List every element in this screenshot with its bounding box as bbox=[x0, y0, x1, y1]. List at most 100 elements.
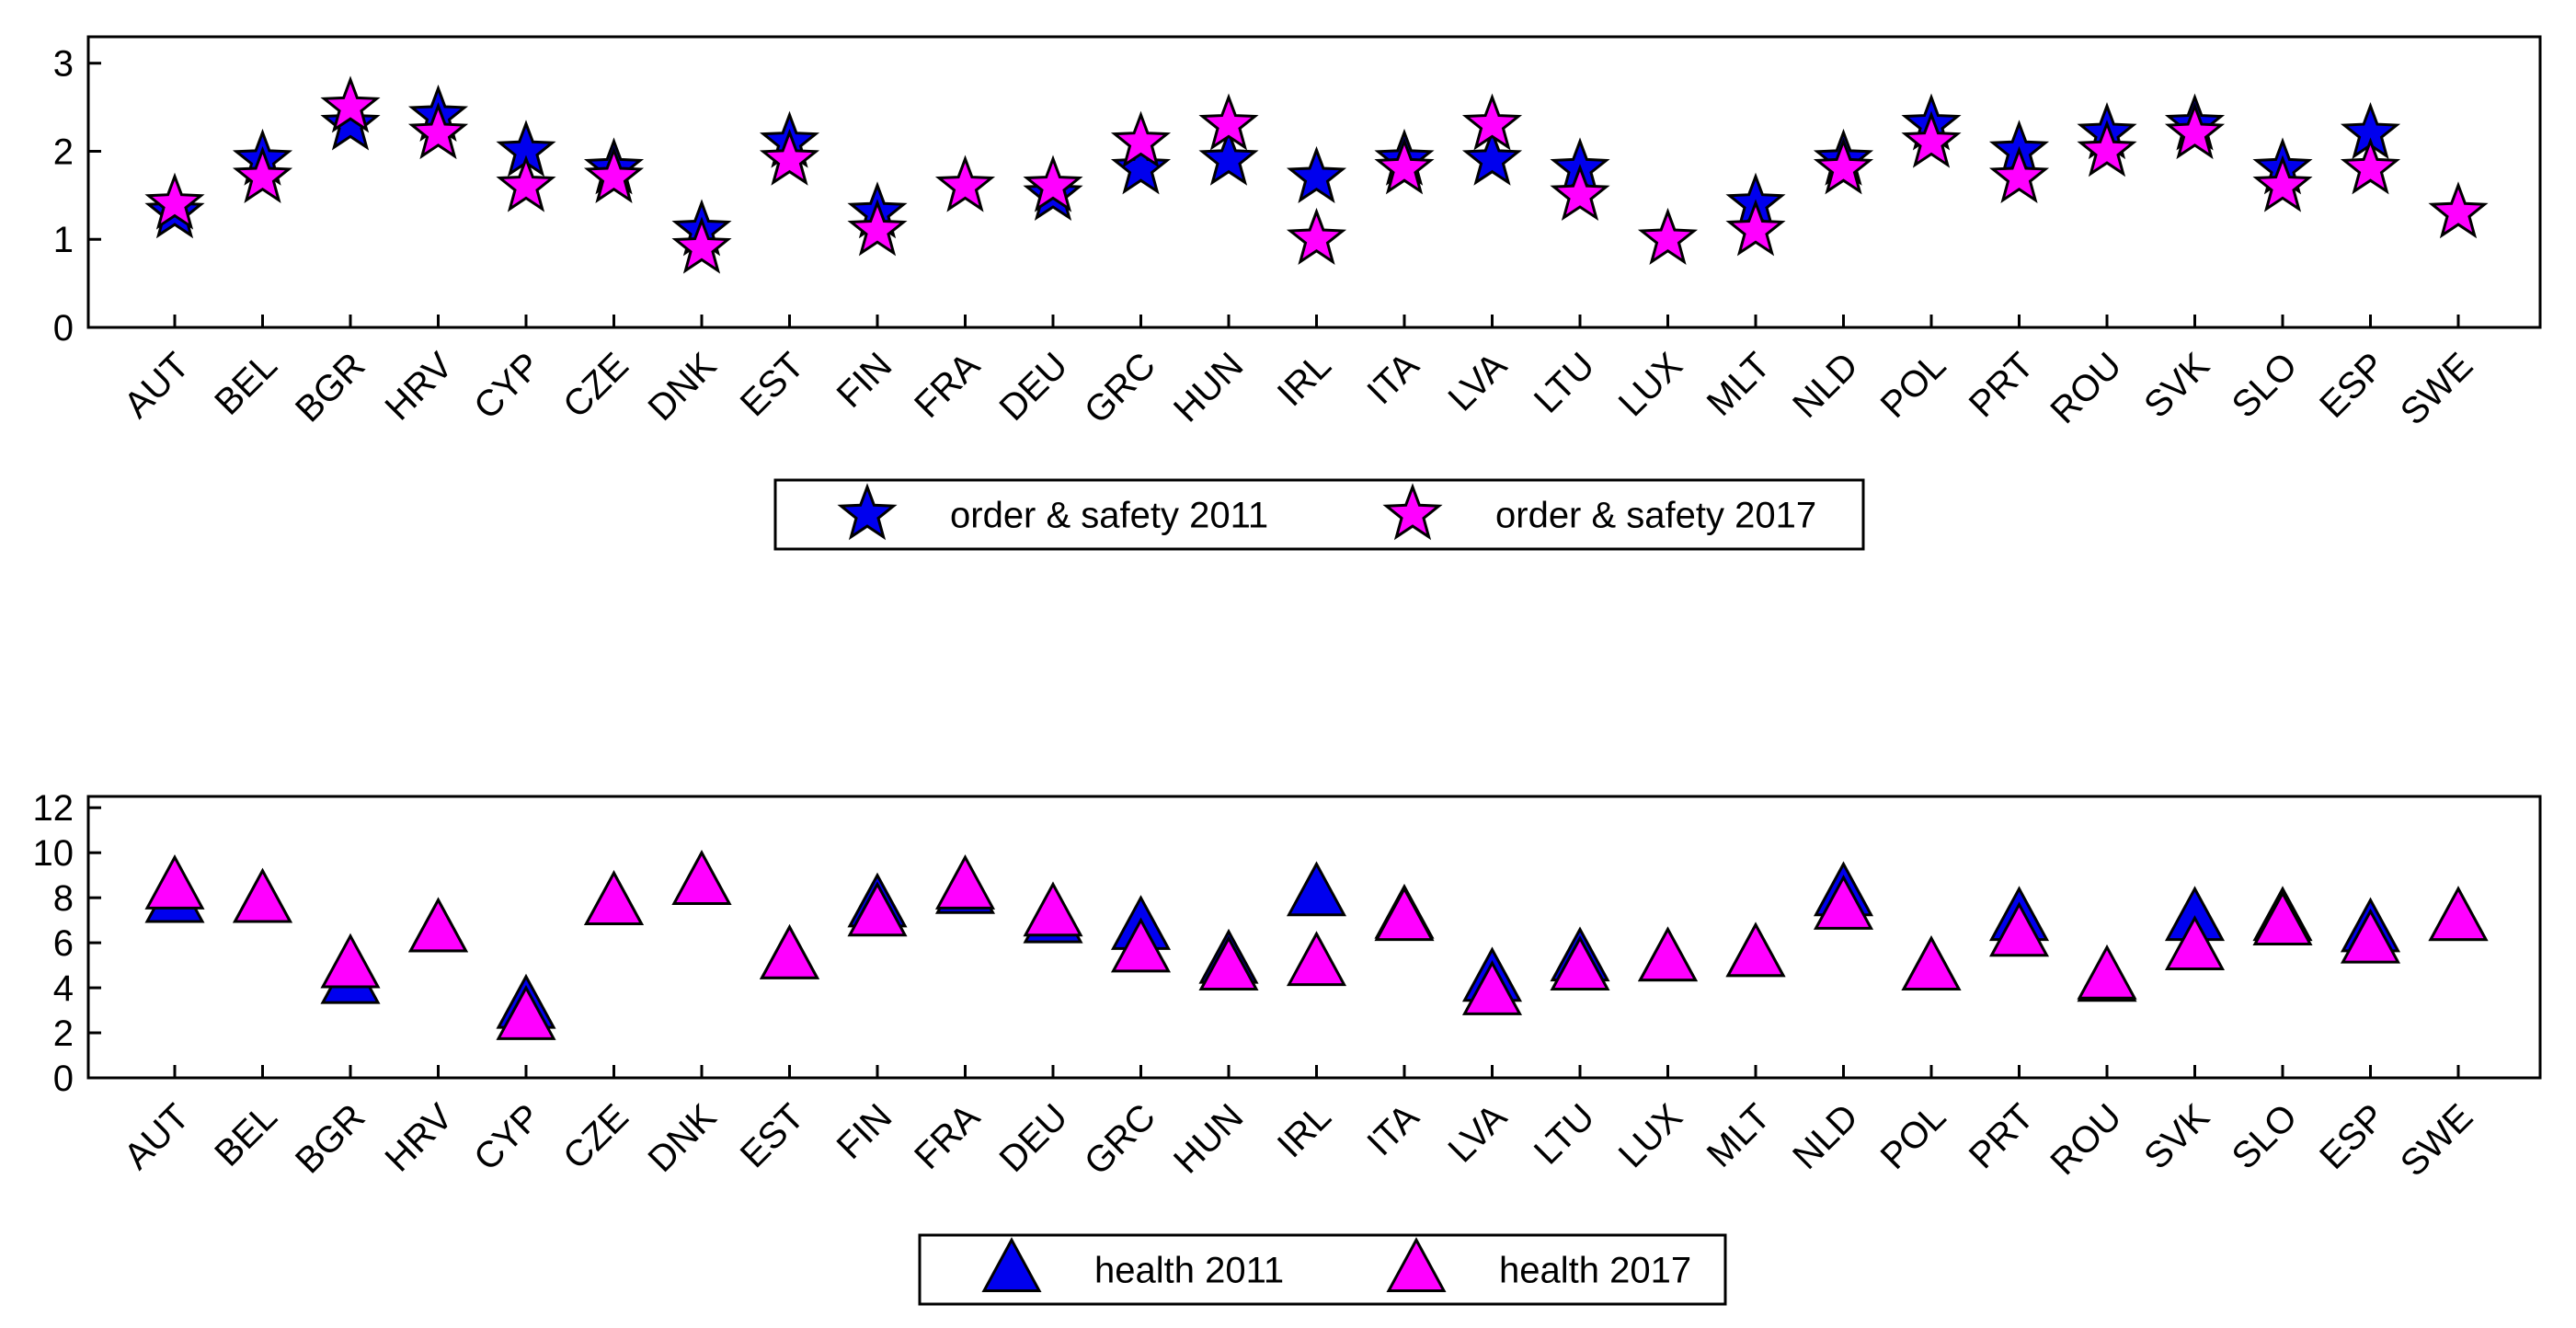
x-tick-label: CYP bbox=[466, 1096, 548, 1178]
y-tick-label: 0 bbox=[53, 1059, 74, 1099]
data-point bbox=[2428, 886, 2489, 942]
x-tick-label: PRT bbox=[1962, 345, 2042, 425]
data-point bbox=[1110, 137, 1172, 195]
data-point bbox=[934, 854, 996, 910]
y-tick-label: 8 bbox=[53, 878, 74, 919]
x-tick-label: EST bbox=[733, 1096, 812, 1175]
data-point bbox=[1988, 901, 2050, 957]
data-point bbox=[1286, 931, 1347, 987]
data-point bbox=[2340, 908, 2401, 964]
x-tick-label: FRA bbox=[907, 1096, 988, 1177]
x-tick-label: GRC bbox=[1077, 345, 1163, 431]
x-tick-label: MLT bbox=[1700, 345, 1779, 424]
x-tick-label: SWE bbox=[2393, 1096, 2481, 1185]
legend-label: health 2011 bbox=[1094, 1251, 1284, 1291]
x-tick-label: HUN bbox=[1166, 345, 1251, 429]
x-tick-label: SWE bbox=[2393, 345, 2481, 433]
x-tick-label: SVK bbox=[2136, 1096, 2217, 1177]
data-point bbox=[2340, 137, 2401, 195]
data-point bbox=[1725, 922, 1786, 978]
x-tick-label: LVA bbox=[1440, 345, 1515, 419]
data-point bbox=[232, 867, 293, 923]
x-tick-label: DNK bbox=[641, 1096, 725, 1180]
x-tick-label: POL bbox=[1873, 1096, 1954, 1177]
series-second bbox=[144, 75, 2489, 274]
x-tick-label: BGR bbox=[288, 345, 372, 429]
data-point bbox=[671, 216, 732, 274]
legend-marker bbox=[981, 1237, 1042, 1292]
x-tick-label: ITA bbox=[1359, 1096, 1426, 1163]
x-tick-label: LUX bbox=[1611, 1096, 1690, 1175]
y-tick-label: 4 bbox=[53, 968, 74, 1009]
x-tick-label: ROU bbox=[2043, 345, 2129, 431]
data-point bbox=[1813, 137, 1874, 195]
data-point bbox=[1110, 917, 1172, 973]
data-point bbox=[759, 923, 820, 979]
data-point bbox=[2252, 890, 2313, 946]
legend-label: order & safety 2011 bbox=[950, 496, 1268, 536]
data-point bbox=[671, 850, 732, 905]
data-point bbox=[1023, 155, 1083, 212]
data-point bbox=[1286, 207, 1347, 265]
x-tick-label: LUX bbox=[1611, 345, 1690, 424]
data-point bbox=[1901, 110, 1962, 168]
data-point bbox=[934, 155, 996, 212]
x-tick-label: IRL bbox=[1270, 1096, 1339, 1165]
data-point bbox=[1286, 145, 1347, 203]
order-safety-chart: 0 1 2 3 AUT BEL BGR HRV CYP CZE DNK EST FIN FRA DEU GRC… bbox=[53, 35, 2542, 551]
data-point bbox=[1461, 960, 1523, 1015]
data-point bbox=[847, 881, 908, 937]
data-point bbox=[1637, 207, 1699, 265]
x-tick-label: GRC bbox=[1077, 1096, 1163, 1183]
data-point bbox=[1550, 935, 1610, 990]
x-tick-label: ITA bbox=[1359, 345, 1426, 412]
data-point bbox=[1374, 137, 1435, 195]
data-point bbox=[407, 102, 469, 160]
data-point bbox=[847, 199, 908, 257]
legend: order & safety 2011 order & safety 2017 bbox=[773, 478, 1865, 551]
data-point bbox=[1637, 926, 1699, 982]
x-tick-label: ROU bbox=[2043, 1096, 2129, 1183]
y-tick-label: 0 bbox=[53, 308, 74, 349]
x-tick-label: EST bbox=[733, 345, 812, 424]
x-tick-label: DEU bbox=[992, 1096, 1076, 1180]
x-tick-label: AUT bbox=[117, 1096, 198, 1177]
x-tick-label: ESP bbox=[2312, 1096, 2393, 1177]
x-tick-label: MLT bbox=[1700, 1096, 1779, 1175]
data-point bbox=[2077, 944, 2137, 1000]
x-tick-label: LTU bbox=[1527, 1096, 1602, 1172]
data-point bbox=[2428, 181, 2489, 239]
data-point bbox=[1988, 145, 2050, 203]
data-point bbox=[320, 75, 381, 133]
data-point bbox=[144, 854, 205, 910]
x-tick-label: CYP bbox=[466, 345, 548, 427]
x-tick-label: POL bbox=[1873, 345, 1954, 426]
data-point bbox=[1725, 199, 1786, 257]
legend-label: health 2017 bbox=[1499, 1251, 1691, 1291]
x-tick-label: BEL bbox=[207, 1096, 285, 1174]
legend-box bbox=[918, 1233, 1727, 1306]
data-point bbox=[1198, 128, 1259, 186]
legend: health 2011 health 2017 bbox=[918, 1233, 1727, 1306]
x-tick-label: NLD bbox=[1785, 345, 1866, 426]
data-point bbox=[320, 933, 381, 989]
data-point bbox=[144, 172, 205, 230]
data-point bbox=[759, 128, 820, 186]
data-point bbox=[1901, 935, 1962, 990]
data-point bbox=[496, 155, 556, 212]
x-tick-label: HRV bbox=[378, 1096, 462, 1180]
data-point bbox=[1023, 881, 1083, 937]
series-second bbox=[144, 850, 2489, 1040]
x-tick-label: IRL bbox=[1270, 345, 1339, 414]
data-point bbox=[1461, 93, 1523, 151]
data-point bbox=[320, 93, 381, 151]
data-point bbox=[2164, 102, 2226, 160]
x-tick-label: ESP bbox=[2312, 345, 2393, 426]
x-tick-label: HRV bbox=[378, 345, 462, 429]
y-tick-label: 6 bbox=[53, 923, 74, 964]
data-point bbox=[1286, 861, 1347, 917]
x-tick-label: SLO bbox=[2225, 1096, 2306, 1177]
x-tick-label: PRT bbox=[1962, 1096, 2042, 1176]
